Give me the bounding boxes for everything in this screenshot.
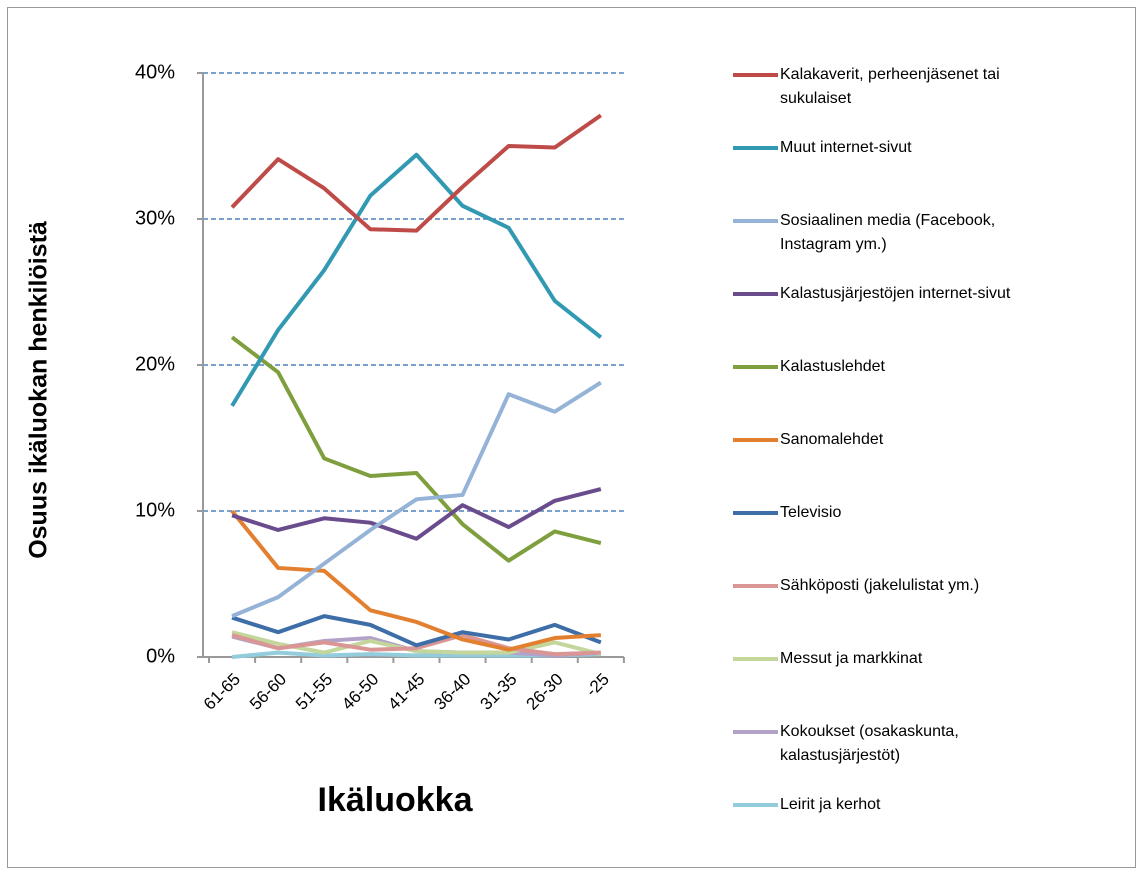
x-tick-label: 31-35 <box>476 670 520 714</box>
series-line <box>231 487 602 541</box>
y-tick-label: 10% <box>135 499 175 521</box>
y-tick-label: 0% <box>146 645 175 667</box>
y-tick-label: 30% <box>135 207 175 229</box>
y-tick-label: 20% <box>135 353 175 375</box>
legend-label: Sähköposti (jakelulistat ym.) <box>780 577 980 594</box>
x-tick-label: 56-60 <box>246 670 290 714</box>
y-tick-label: 40% <box>135 61 175 83</box>
series-line <box>231 614 602 648</box>
x-tick-label: 46-50 <box>338 670 382 714</box>
series-line <box>230 152 603 407</box>
chart-border <box>7 7 1136 868</box>
legend-label: Leirit ja kerhot <box>780 796 881 813</box>
legend-label: Kalastusjärjestöjen internet-sivut <box>780 285 1011 302</box>
legend-label: Kalakaverit, perheenjäsenet tai sukulais… <box>780 66 1000 107</box>
series-line <box>231 380 602 618</box>
legend-label: Kalastuslehdet <box>780 358 885 375</box>
y-axis-title: Osuus ikäluokan henkilöistä <box>25 221 53 559</box>
legend-label: Televisio <box>780 504 842 521</box>
x-tick-label: 36-40 <box>430 670 474 714</box>
legend-label: Sanomalehdet <box>780 431 884 448</box>
series-line <box>230 335 602 563</box>
series-line <box>231 633 601 657</box>
series-line <box>230 509 601 652</box>
x-axis-title: Ikäluokka <box>318 781 474 819</box>
x-tick-label: 26-30 <box>523 670 567 714</box>
legend-label: Muut internet-sivut <box>780 139 912 156</box>
legend-label: Kokoukset (osakaskunta, kalastusjärjestö… <box>780 723 959 764</box>
legend-label: Messut ja markkinat <box>780 650 923 667</box>
series-line <box>230 113 602 233</box>
x-tick-label: 41-45 <box>384 670 428 714</box>
legend-label: Sosiaalinen media (Facebook, Instagram y… <box>780 212 996 253</box>
x-tick-label: 61-65 <box>200 670 244 714</box>
x-tick-label: -25 <box>582 670 613 701</box>
x-tick-label: 51-55 <box>292 670 336 714</box>
series-line <box>231 630 602 657</box>
